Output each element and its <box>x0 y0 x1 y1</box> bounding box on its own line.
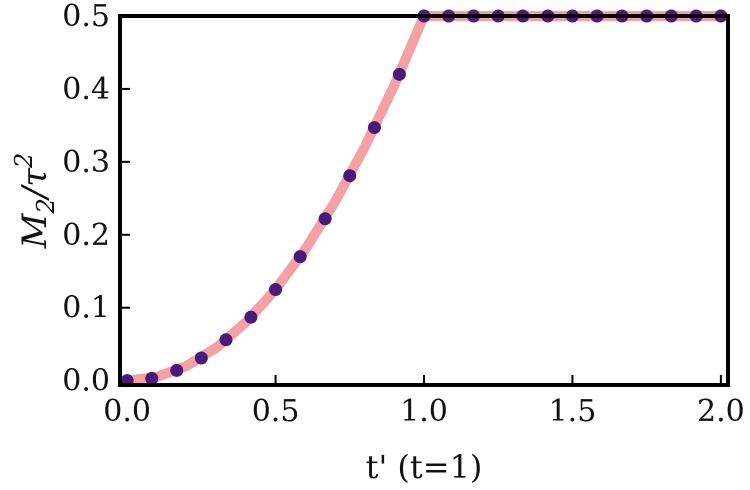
y-tick-label: 0.4 <box>62 72 110 107</box>
data-point <box>343 169 357 183</box>
data-point <box>244 310 258 324</box>
data-point <box>318 212 332 226</box>
y-axis-label-tau: τ <box>15 167 55 187</box>
y-tick-label: 0.3 <box>62 145 110 180</box>
series-line <box>122 11 726 386</box>
y-axis-label-main: M <box>15 212 55 249</box>
data-point <box>269 282 283 296</box>
x-tick-label: 2.0 <box>697 394 745 429</box>
x-tick-label: 1.0 <box>400 394 448 429</box>
y-axis-label-sup: 2 <box>10 153 38 169</box>
x-axis-label: t' (t=1) <box>366 448 483 486</box>
series-layer <box>120 9 728 388</box>
y-tick-label: 0.0 <box>62 364 110 399</box>
y-tick-label: 0.5 <box>62 0 110 34</box>
y-axis-label-slash: / <box>15 183 55 201</box>
axis-ticks <box>120 15 722 385</box>
tick-labels: 0.0 0.5 1.0 1.5 2.0 0.0 0.1 0.2 0.3 0.4 0.5 <box>62 0 744 429</box>
x-tick-label: 0.5 <box>252 394 300 429</box>
data-point <box>194 351 208 365</box>
plot-frame <box>118 14 730 387</box>
data-point <box>219 333 233 347</box>
x-tick-label: 0.0 <box>103 394 151 429</box>
y-tick-label: 0.1 <box>62 291 110 326</box>
data-point <box>367 121 381 135</box>
y-axis-label: M2/τ2 <box>10 153 60 250</box>
y-tick-label: 0.2 <box>62 218 110 253</box>
data-point <box>170 363 184 377</box>
data-point <box>293 250 307 264</box>
y-axis-label-sub: 2 <box>32 198 60 214</box>
data-point <box>145 371 159 385</box>
x-tick-label: 1.5 <box>549 394 597 429</box>
data-point <box>392 67 406 81</box>
